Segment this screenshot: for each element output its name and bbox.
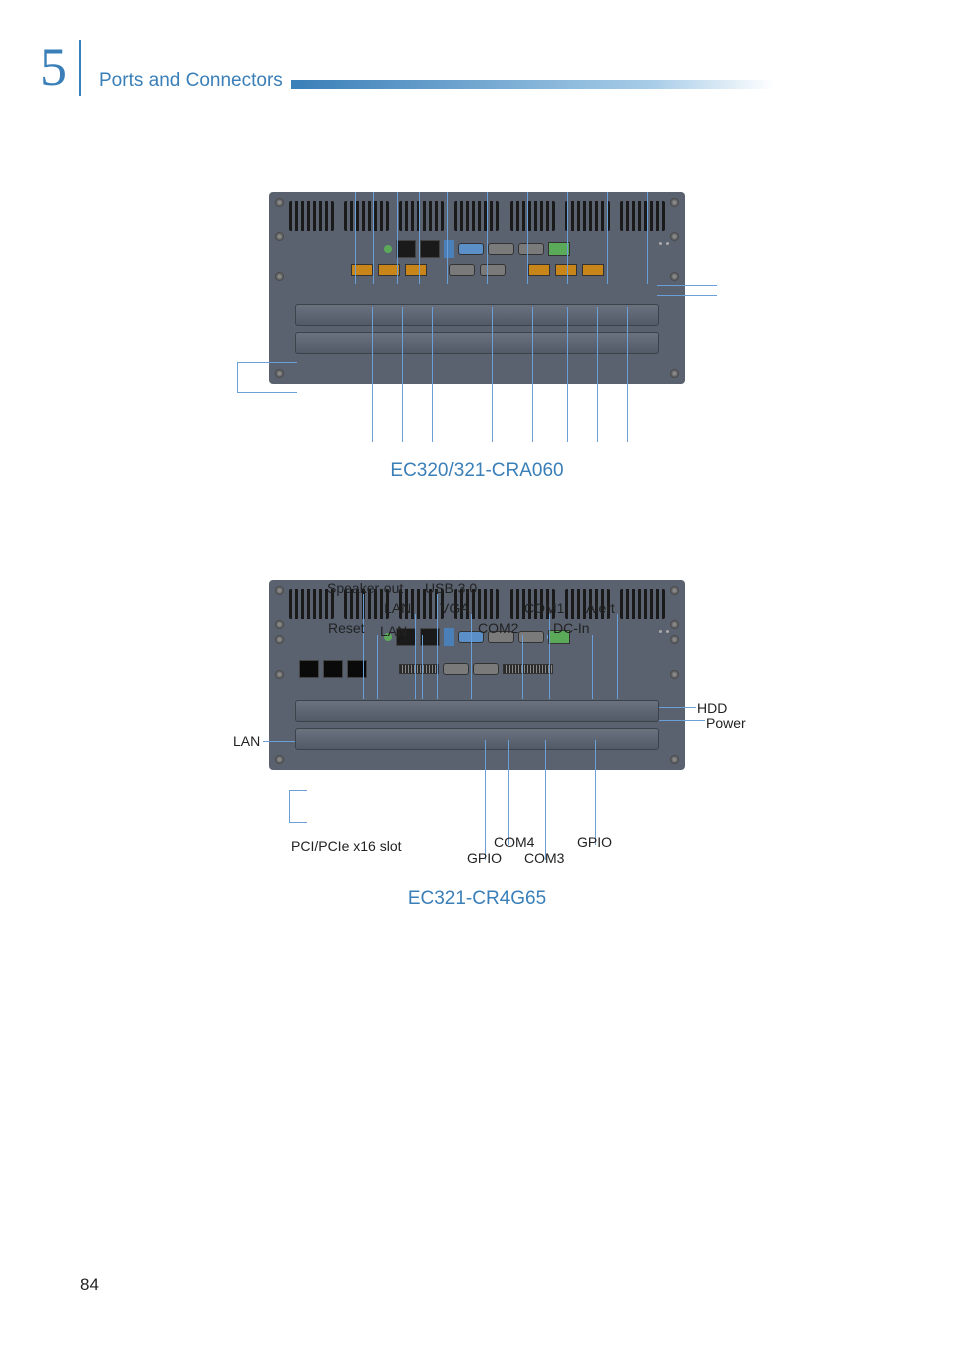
- terminal-port: [582, 264, 604, 276]
- label-gpio: GPIO: [577, 834, 612, 850]
- com-port: [488, 243, 514, 255]
- page-number: 84: [80, 1275, 99, 1295]
- label-vga: VGA: [440, 600, 470, 616]
- pci-slot: [295, 332, 659, 354]
- page-header: 5 Ports and Connectors: [40, 40, 774, 96]
- label-lan-top: LAN: [384, 600, 411, 616]
- label-alert: Alert: [586, 600, 615, 616]
- diagram-1: EC320/321-CRA060: [237, 150, 717, 482]
- gpio-port: [503, 664, 553, 674]
- caption-2: EC321-CR4G65: [197, 888, 757, 910]
- com-port: [443, 663, 469, 675]
- lan-port: [347, 660, 367, 678]
- terminal-port: [405, 264, 427, 276]
- label-reset: Reset: [328, 620, 365, 636]
- header-rule: [291, 80, 774, 89]
- label-power: Power: [706, 715, 746, 731]
- lan-port: [396, 240, 416, 258]
- pci-slot: [295, 304, 659, 326]
- com-port: [480, 264, 506, 276]
- label-gpio2: GPIO: [467, 850, 502, 866]
- terminal-port: [351, 264, 373, 276]
- label-usb30: USB 3.0: [425, 580, 477, 596]
- chapter-number: 5: [40, 40, 81, 96]
- label-speaker-out: Speaker-out: [327, 580, 403, 596]
- terminal-port: [555, 264, 577, 276]
- vga-port: [458, 243, 484, 255]
- com-port: [449, 264, 475, 276]
- diagram-2: Speaker-out USB 3.0 LAN VGA COM1 Alert R…: [197, 510, 757, 910]
- label-com3: COM3: [524, 850, 564, 866]
- usb-port: [444, 628, 454, 646]
- gpio-port: [399, 664, 439, 674]
- lan-port: [420, 240, 440, 258]
- label-com2: COM2: [478, 620, 518, 636]
- label-dc-in: DC-In: [553, 620, 590, 636]
- device-body-1: [269, 192, 685, 384]
- com-port: [473, 663, 499, 675]
- label-lan-mid: LAN: [380, 623, 407, 639]
- speaker-port: [384, 245, 392, 253]
- caption-1: EC320/321-CRA060: [237, 460, 717, 482]
- lan-port: [323, 660, 343, 678]
- label-pci-slot: PCI/PCIe x16 slot: [291, 838, 402, 854]
- com-port: [518, 243, 544, 255]
- label-lan-left: LAN: [233, 733, 260, 749]
- device-body-2: [269, 580, 685, 770]
- label-com4: COM4: [494, 834, 534, 850]
- pci-slot: [295, 728, 659, 750]
- lan-port: [299, 660, 319, 678]
- chapter-title: Ports and Connectors: [99, 70, 283, 92]
- label-com1: COM1: [524, 600, 564, 616]
- usb-port: [444, 240, 454, 258]
- label-hdd: HDD: [697, 700, 727, 716]
- pci-slot: [295, 700, 659, 722]
- terminal-port: [528, 264, 550, 276]
